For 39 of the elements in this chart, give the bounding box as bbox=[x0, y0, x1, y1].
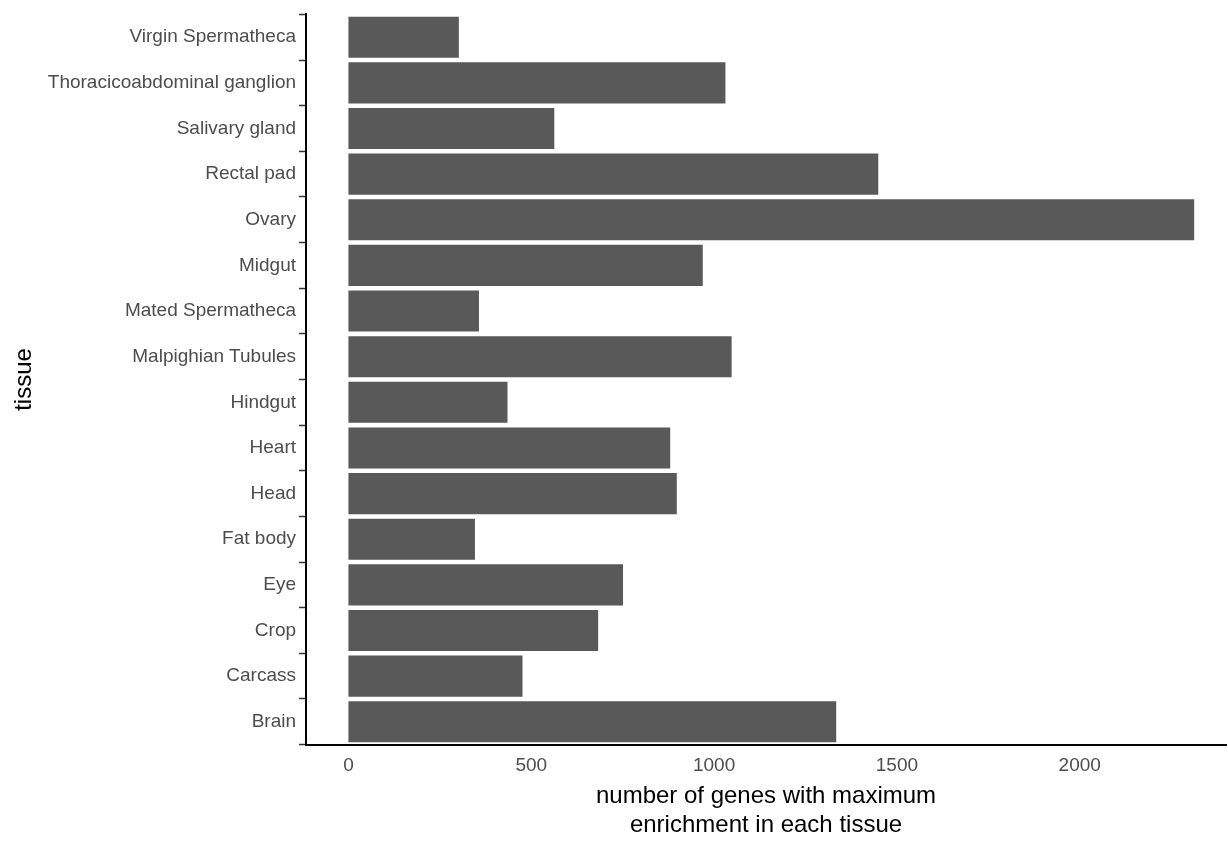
y-tick-label: Mated Spermatheca bbox=[124, 299, 297, 321]
y-axis-title: tissue bbox=[9, 348, 37, 411]
x-tick-label: 1500 bbox=[875, 754, 919, 776]
y-tick-label: Hindgut bbox=[230, 390, 297, 412]
bar bbox=[348, 336, 732, 378]
bar bbox=[348, 518, 475, 560]
y-tick-label: Midgut bbox=[238, 253, 297, 275]
bar bbox=[348, 381, 508, 423]
bar bbox=[348, 290, 479, 332]
x-tick-label: 2000 bbox=[1058, 754, 1101, 776]
y-tick-label: Virgin Spermatheca bbox=[129, 25, 297, 47]
bar bbox=[348, 473, 677, 515]
x-tick-label: 0 bbox=[343, 754, 354, 776]
bar bbox=[348, 609, 599, 652]
y-tick-label: Crop bbox=[254, 618, 297, 640]
y-tick-label: Salivary gland bbox=[176, 116, 297, 138]
bar bbox=[348, 62, 726, 104]
bar bbox=[348, 107, 555, 150]
y-tick-label: Ovary bbox=[245, 208, 297, 229]
y-tick-label: Heart bbox=[249, 436, 297, 458]
y-tick-label: Rectal pad bbox=[205, 162, 297, 184]
bar bbox=[348, 153, 879, 195]
y-tick-label: Head bbox=[250, 481, 297, 503]
y-tick-label: Malpighian Tubules bbox=[132, 344, 297, 366]
y-tick-label: Carcass bbox=[226, 664, 297, 686]
y-tick-label: Brain bbox=[251, 710, 297, 732]
bar bbox=[348, 701, 837, 743]
bar bbox=[348, 244, 703, 286]
bar bbox=[348, 199, 1195, 241]
x-axis-title: number of genes with maximum enrichment in each tissue bbox=[595, 781, 937, 838]
bar bbox=[348, 427, 671, 469]
bar bbox=[348, 16, 459, 58]
y-tick-label: Eye bbox=[263, 573, 297, 595]
y-tick-label: Thoracicoabdominal ganglion bbox=[47, 71, 297, 93]
x-tick-label: 500 bbox=[515, 754, 548, 776]
y-tick-label: Fat body bbox=[222, 527, 297, 549]
bar bbox=[348, 564, 624, 606]
bar bbox=[348, 655, 523, 697]
x-tick-label: 1000 bbox=[692, 754, 736, 776]
